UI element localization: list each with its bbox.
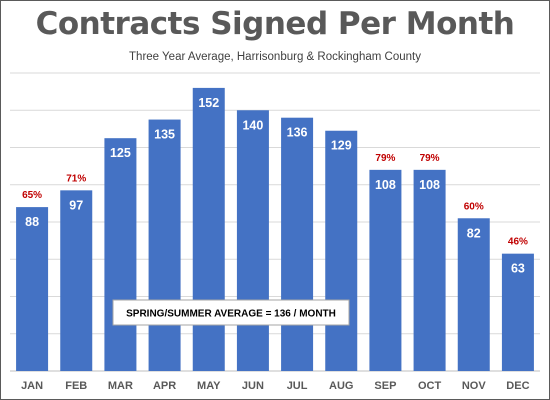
- bar-value-label: 140: [242, 118, 263, 132]
- percent-label: 79%: [420, 153, 440, 164]
- bar: [16, 207, 49, 371]
- bar-value-label: 129: [331, 139, 352, 153]
- bar: [413, 169, 446, 371]
- bar-value-label: 88: [25, 215, 39, 229]
- bar-value-label: 125: [110, 146, 131, 160]
- bar-value-label: 97: [69, 198, 83, 212]
- x-tick-label: OCT: [418, 380, 442, 392]
- x-tick-label: MAR: [108, 380, 133, 392]
- bar: [148, 119, 181, 371]
- x-tick-label: APR: [153, 380, 176, 392]
- bar: [281, 117, 314, 371]
- percent-label: 46%: [508, 237, 528, 248]
- bar-value-label: 152: [198, 96, 219, 110]
- bar: [192, 87, 225, 372]
- bar: [325, 130, 358, 371]
- percent-label: 79%: [375, 153, 395, 164]
- x-tick-label: NOV: [462, 380, 487, 392]
- x-tick-label: AUG: [329, 380, 353, 392]
- percent-label: 60%: [464, 201, 484, 212]
- bar-value-label: 136: [287, 126, 308, 140]
- percent-label: 65%: [22, 190, 42, 201]
- bar: [369, 169, 402, 371]
- bar: [60, 190, 93, 371]
- x-tick-label: JUN: [242, 380, 264, 392]
- bar-value-label: 108: [419, 178, 440, 192]
- x-tick-label: JUL: [287, 380, 308, 392]
- x-tick-label: FEB: [65, 380, 87, 392]
- x-tick-label: SEP: [374, 380, 396, 392]
- bar-value-label: 82: [467, 226, 481, 240]
- bar: [457, 218, 490, 371]
- bar-value-label: 108: [375, 178, 396, 192]
- chart-title: Contracts Signed Per Month: [35, 6, 515, 42]
- annotation-text: SPRING/SUMMER AVERAGE = 136 / MONTH: [126, 309, 336, 320]
- percent-label: 71%: [66, 173, 86, 184]
- x-tick-label: JAN: [21, 380, 43, 392]
- bar: [104, 138, 137, 371]
- x-tick-label: MAY: [197, 380, 221, 392]
- bar-value-label: 63: [511, 262, 525, 276]
- bar-value-label: 135: [154, 128, 175, 142]
- bar: [501, 253, 534, 371]
- annotation-box: [112, 299, 350, 326]
- x-tick-label: DEC: [506, 380, 529, 392]
- chart-subtitle: Three Year Average, Harrisonburg & Rocki…: [129, 51, 421, 63]
- bar: [236, 110, 269, 371]
